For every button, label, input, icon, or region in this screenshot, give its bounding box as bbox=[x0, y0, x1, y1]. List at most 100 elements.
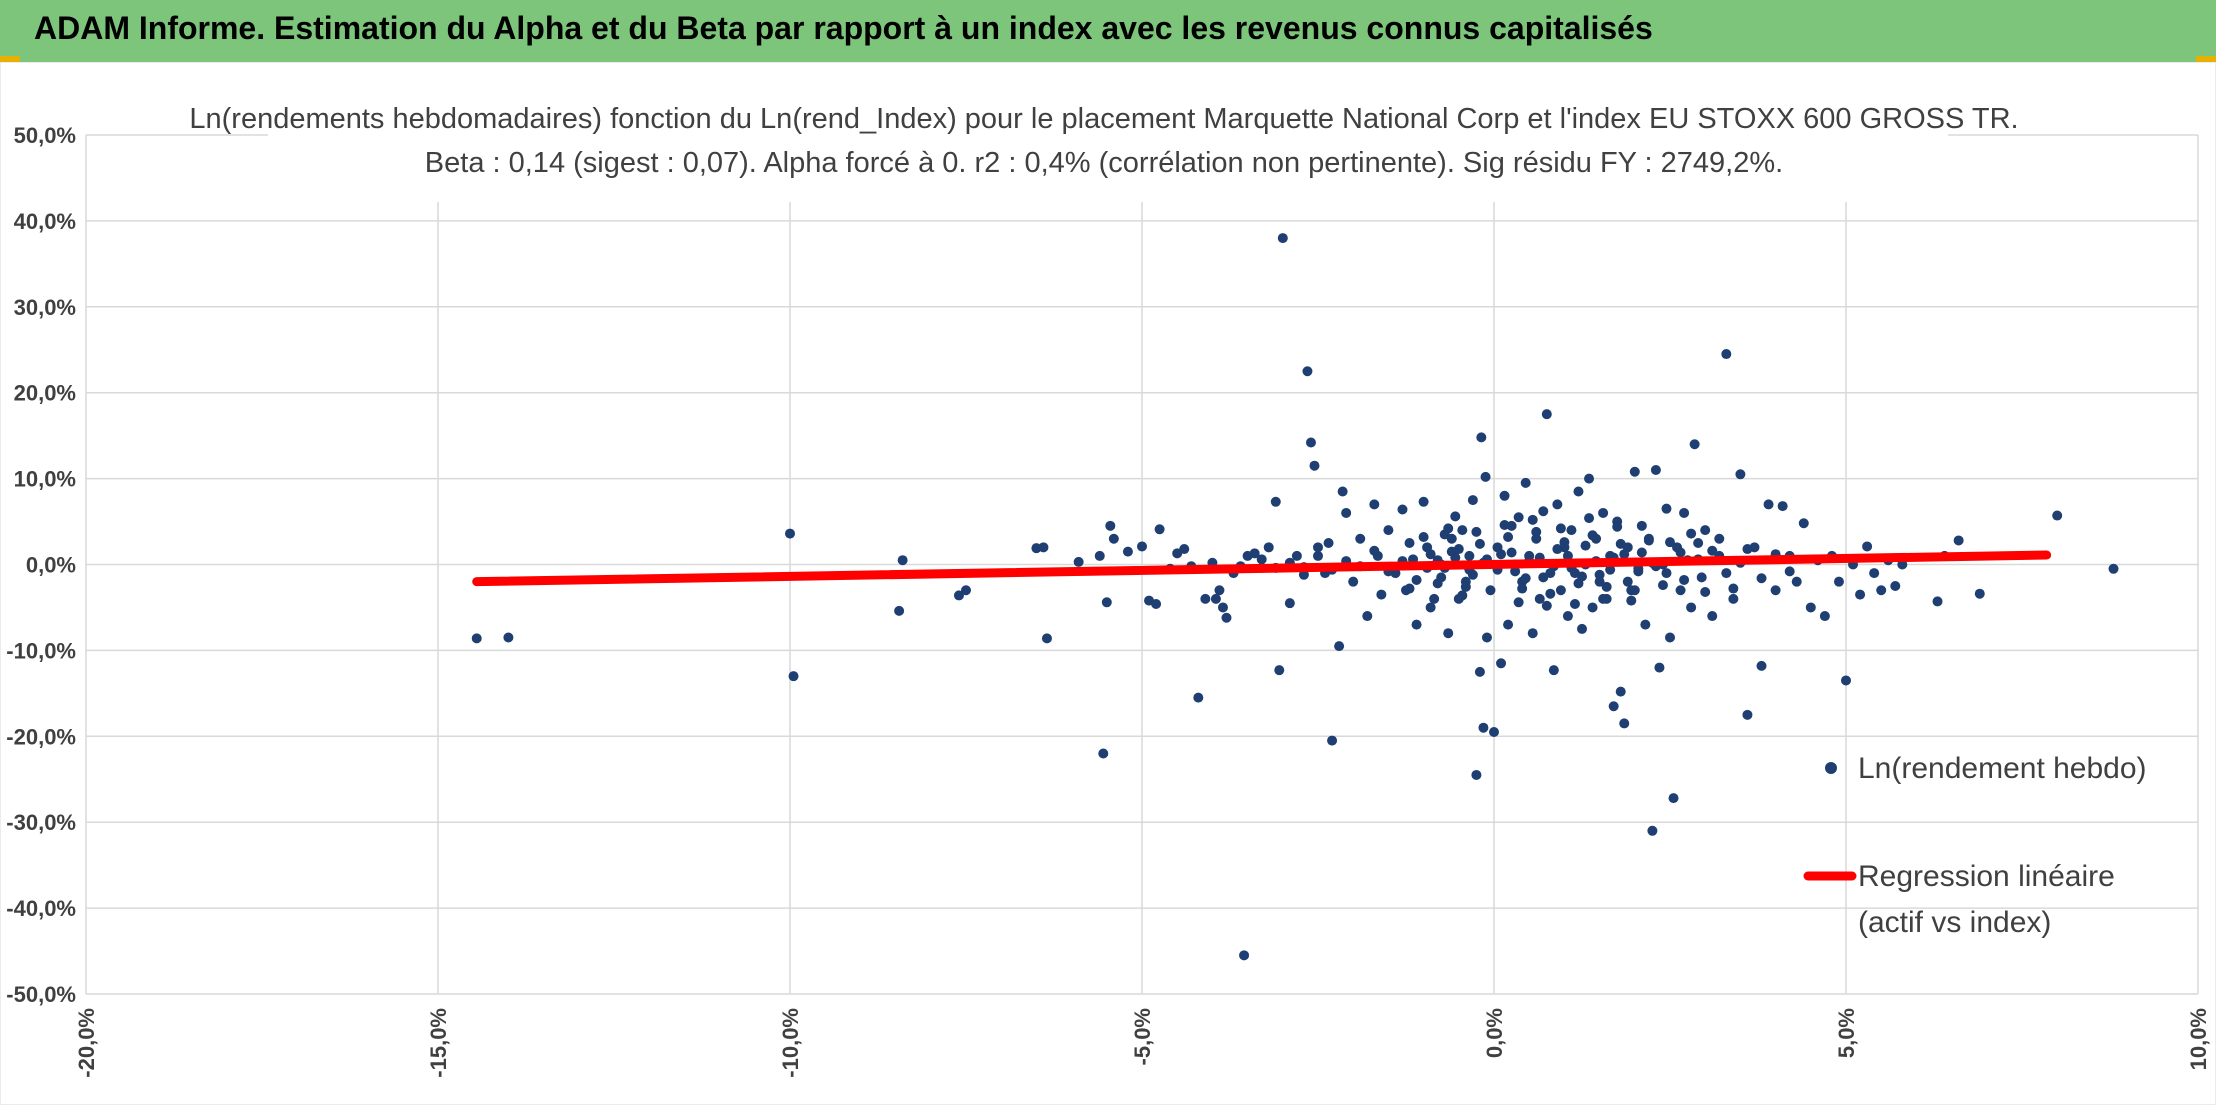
data-point bbox=[1151, 599, 1162, 610]
data-point bbox=[1179, 544, 1190, 555]
data-point bbox=[1520, 477, 1531, 488]
x-tick-label: -15,0% bbox=[426, 1008, 451, 1078]
data-point bbox=[1615, 538, 1626, 549]
data-point bbox=[1665, 632, 1675, 643]
data-point bbox=[1721, 568, 1732, 579]
data-point bbox=[1499, 519, 1510, 530]
data-point bbox=[1527, 514, 1538, 525]
data-point bbox=[1629, 585, 1640, 596]
data-point bbox=[1249, 548, 1260, 559]
data-point bbox=[1418, 532, 1429, 543]
data-point bbox=[785, 528, 795, 539]
data-point bbox=[1425, 549, 1436, 560]
data-point bbox=[1503, 619, 1514, 630]
data-point bbox=[1770, 585, 1781, 596]
data-point bbox=[1626, 595, 1637, 606]
data-point bbox=[1341, 507, 1352, 518]
data-point bbox=[1598, 593, 1609, 604]
data-point bbox=[1686, 602, 1697, 613]
data-point bbox=[1425, 602, 1436, 613]
y-tick-label: -20,0% bbox=[6, 724, 76, 749]
data-point bbox=[2108, 563, 2119, 574]
data-point bbox=[1270, 496, 1281, 507]
data-point bbox=[1041, 633, 1052, 644]
data-point bbox=[1446, 533, 1457, 544]
data-point bbox=[1636, 547, 1647, 558]
data-point bbox=[1460, 581, 1471, 592]
data-point bbox=[1496, 549, 1507, 560]
data-point bbox=[1538, 506, 1549, 517]
data-point bbox=[1098, 748, 1109, 759]
data-point bbox=[1587, 602, 1598, 613]
data-point bbox=[1383, 525, 1394, 536]
data-point bbox=[1974, 588, 1985, 599]
data-point bbox=[1577, 623, 1587, 634]
data-point bbox=[1355, 533, 1366, 544]
data-point bbox=[1221, 612, 1232, 623]
data-point bbox=[1334, 641, 1345, 652]
data-point bbox=[1154, 524, 1165, 535]
data-point bbox=[1862, 541, 1873, 552]
data-point bbox=[1612, 521, 1623, 532]
data-point bbox=[1517, 583, 1528, 594]
data-point bbox=[1587, 530, 1598, 541]
data-point bbox=[1661, 568, 1672, 579]
data-point bbox=[961, 585, 971, 596]
data-point bbox=[1619, 549, 1630, 560]
data-point bbox=[1337, 486, 1348, 497]
data-point bbox=[1594, 569, 1605, 580]
data-point bbox=[1633, 566, 1644, 577]
data-point bbox=[1707, 545, 1718, 556]
data-point bbox=[1256, 554, 1267, 565]
data-point bbox=[1869, 568, 1880, 579]
data-point bbox=[1210, 593, 1221, 604]
data-point bbox=[1679, 507, 1690, 518]
data-point bbox=[1657, 580, 1668, 591]
data-point bbox=[1636, 520, 1647, 531]
data-point bbox=[1323, 538, 1334, 549]
data-point bbox=[1953, 535, 1964, 546]
data-point bbox=[1756, 660, 1767, 671]
data-point bbox=[1555, 585, 1566, 596]
data-point bbox=[1503, 532, 1514, 543]
data-point bbox=[1263, 542, 1274, 553]
data-point bbox=[1480, 471, 1491, 482]
data-point bbox=[1531, 533, 1542, 544]
data-point bbox=[1527, 628, 1538, 639]
data-point bbox=[1457, 525, 1468, 536]
legend-regression-label: Regression linéaire bbox=[1858, 860, 2115, 893]
data-point bbox=[1457, 590, 1468, 601]
data-point bbox=[1805, 602, 1816, 613]
data-point bbox=[1735, 469, 1746, 480]
data-point bbox=[1464, 550, 1475, 561]
y-tick-label: 50,0% bbox=[14, 123, 76, 148]
x-tick-label: -5,0% bbox=[1130, 1008, 1155, 1065]
legend: Ln(rendement hebdo) Regression linéaire … bbox=[1803, 752, 2147, 939]
x-tick-label: 0,0% bbox=[1482, 1008, 1507, 1058]
data-point bbox=[1471, 769, 1482, 780]
data-point bbox=[1665, 537, 1675, 548]
y-tick-label: -40,0% bbox=[6, 896, 76, 921]
data-point bbox=[1661, 503, 1672, 514]
data-point bbox=[1481, 632, 1492, 643]
data-point bbox=[1728, 583, 1739, 594]
data-point bbox=[1520, 573, 1531, 584]
data-point bbox=[1298, 569, 1309, 580]
data-point bbox=[1700, 525, 1711, 536]
data-point bbox=[1721, 349, 1732, 360]
data-point bbox=[1327, 735, 1338, 746]
legend-scatter-marker bbox=[1825, 762, 1837, 774]
data-point bbox=[1274, 665, 1285, 676]
data-point bbox=[1073, 556, 1084, 567]
data-point bbox=[1696, 572, 1707, 583]
data-point bbox=[1302, 366, 1313, 377]
data-point bbox=[1450, 511, 1461, 522]
y-tick-label: 10,0% bbox=[14, 467, 76, 492]
data-point bbox=[1369, 499, 1380, 510]
data-point bbox=[1137, 541, 1147, 552]
data-point bbox=[1756, 573, 1767, 584]
data-point bbox=[1534, 593, 1545, 604]
data-point bbox=[1411, 619, 1422, 630]
data-point bbox=[1675, 585, 1686, 596]
data-point bbox=[1615, 686, 1626, 697]
